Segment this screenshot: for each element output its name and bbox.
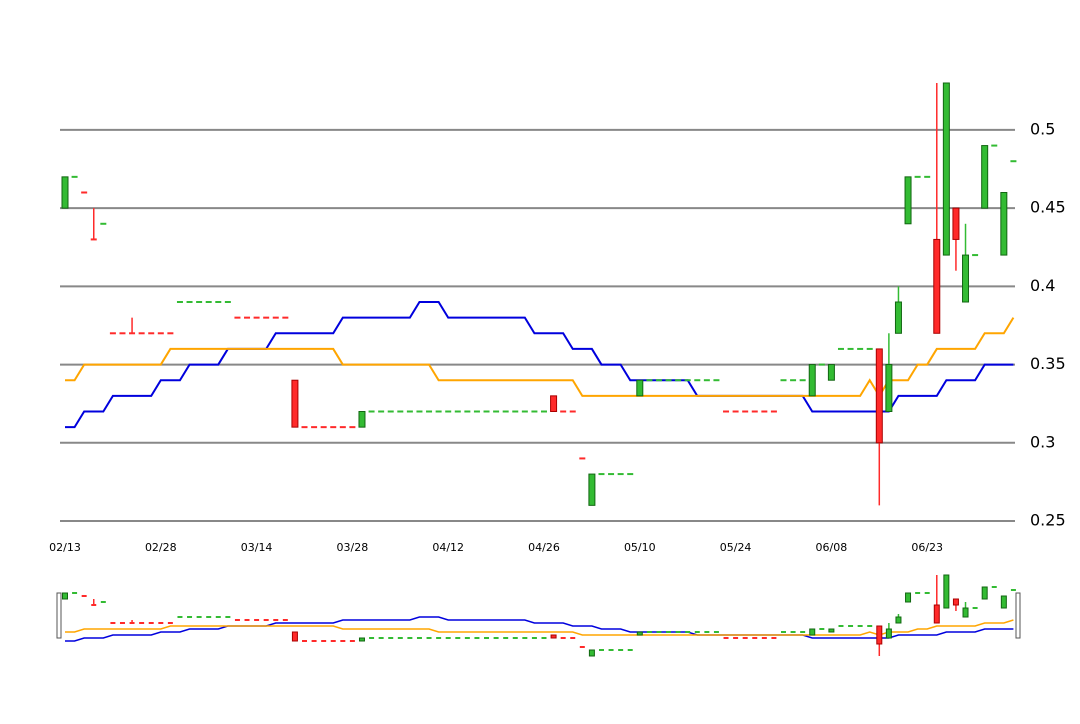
x-tick-label: 03/28	[337, 541, 369, 554]
candle-body	[952, 207, 960, 240]
navigator-moving-average-line	[65, 619, 1014, 636]
navigator-handle[interactable]	[56, 592, 62, 639]
candle-body	[942, 82, 950, 256]
navigator-candle-body	[885, 628, 892, 639]
x-tick-label: 04/26	[528, 541, 560, 554]
candle-body	[588, 473, 596, 506]
navigator-candle-body	[636, 631, 643, 636]
moving-average-line	[65, 301, 1014, 429]
candle-body	[291, 379, 299, 428]
x-tick-label: 04/12	[432, 541, 464, 554]
candle-body	[1000, 192, 1008, 256]
navigator-candle-body	[943, 574, 950, 609]
y-tick-label: 0.45	[1030, 198, 1066, 217]
x-tick-label: 05/24	[720, 541, 752, 554]
candle-body	[981, 145, 989, 209]
navigator-candle-body	[962, 607, 969, 618]
candle-body	[904, 176, 912, 225]
navigator-candle-body	[358, 637, 365, 642]
navigator-candle-body	[588, 649, 595, 657]
x-tick-label: 06/23	[911, 541, 943, 554]
candle-body	[358, 411, 366, 428]
candle-body	[827, 364, 835, 381]
candle-body	[875, 348, 883, 444]
navigator-handle[interactable]	[1015, 592, 1021, 639]
navigator-candle-body	[895, 616, 902, 624]
y-tick-label: 0.5	[1030, 119, 1055, 138]
x-tick-label: 03/14	[241, 541, 273, 554]
navigator-candle-body	[291, 631, 298, 642]
candle-body	[962, 254, 970, 303]
moving-average-line	[65, 317, 1015, 398]
candle-body	[61, 176, 69, 209]
navigator-candle-body	[952, 598, 959, 606]
navigator-moving-average-line	[65, 616, 1014, 642]
navigator-candle-body	[905, 592, 912, 603]
navigator-candle-body	[62, 592, 68, 600]
y-tick-label: 0.35	[1030, 354, 1066, 373]
navigator-candle-body	[828, 628, 835, 633]
navigator-candle-body	[550, 634, 557, 639]
candle-body	[885, 364, 893, 413]
x-tick-label: 02/13	[49, 541, 81, 554]
x-tick-label: 02/28	[145, 541, 177, 554]
navigator-candle-body	[933, 604, 940, 624]
candle-body	[550, 395, 558, 413]
x-tick-label: 06/08	[816, 541, 848, 554]
candle-body	[894, 301, 902, 334]
navigator-candle-body	[809, 628, 816, 636]
navigator-candle-body	[981, 586, 988, 600]
candle-body	[636, 379, 644, 397]
x-tick-label: 05/10	[624, 541, 656, 554]
candle-body	[808, 364, 816, 397]
navigator-candle-body	[1000, 595, 1007, 609]
y-tick-label: 0.25	[1030, 511, 1066, 530]
navigator-candle-body	[876, 625, 883, 645]
candle-body	[933, 238, 941, 334]
y-tick-label: 0.4	[1030, 276, 1055, 295]
y-tick-label: 0.3	[1030, 432, 1055, 451]
